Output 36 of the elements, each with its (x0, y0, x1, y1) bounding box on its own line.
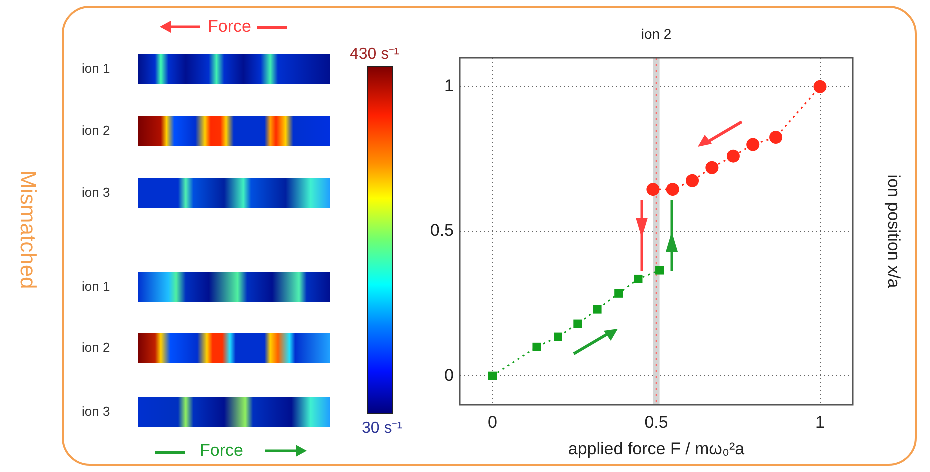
text: ion 1 (82, 61, 110, 76)
point (746, 138, 760, 152)
text: ion 3 (82, 404, 110, 419)
y-tick-label: 0.5 (430, 221, 454, 240)
y-tick-label: 0 (444, 366, 454, 385)
x-tick-label: 0 (488, 412, 498, 432)
x-tick-label: 1 (816, 412, 825, 432)
text: 430 s⁻¹ (350, 45, 400, 64)
point (656, 266, 664, 275)
text: Force (208, 17, 252, 37)
point (488, 372, 497, 380)
y-axis-title: ion position x/a (884, 174, 904, 289)
point (814, 80, 827, 94)
text: ion 1 (82, 279, 110, 294)
point (646, 183, 660, 196)
point (574, 320, 582, 328)
point (532, 342, 542, 352)
point (554, 332, 562, 342)
x-tick-label: 0.5 (644, 412, 668, 432)
x-axis-title: applied force F / mω₀²a (568, 440, 746, 459)
text: ion 3 (82, 185, 110, 200)
text: ion 2 (82, 123, 110, 138)
point (706, 161, 719, 174)
point (634, 274, 643, 284)
point (593, 305, 602, 314)
text: Mismatched (15, 170, 41, 290)
point (666, 183, 680, 196)
point (686, 174, 700, 188)
point (770, 131, 783, 144)
text: Force (200, 441, 244, 461)
y-tick-label: 1 (444, 76, 454, 96)
text: 30 s⁻¹ (362, 419, 403, 438)
chart-title: ion 2 (641, 26, 672, 42)
text: ion 2 (82, 340, 110, 355)
point (726, 150, 740, 163)
point (614, 289, 624, 298)
